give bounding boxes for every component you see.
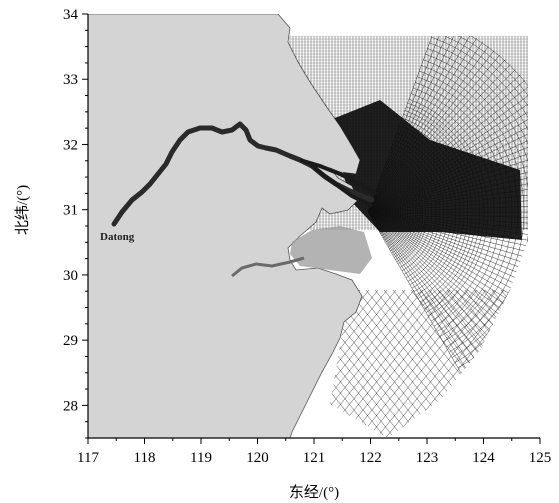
mesh-arc bbox=[421, 65, 525, 348]
bay-mesh bbox=[290, 226, 372, 274]
y-axis-ticks: 28 29 30 31 32 33 34 bbox=[63, 7, 88, 439]
mesh-line bbox=[464, 289, 528, 438]
mesh-line bbox=[546, 290, 559, 440]
mesh-line bbox=[338, 289, 460, 438]
x-tick-label: 117 bbox=[77, 450, 99, 466]
place-label-datong: Datong bbox=[100, 231, 135, 243]
mesh-line bbox=[500, 289, 528, 438]
mesh-line bbox=[367, 211, 506, 365]
mesh-line bbox=[555, 290, 559, 440]
mesh-line bbox=[383, 289, 505, 438]
y-tick-label: 32 bbox=[63, 137, 78, 153]
mesh-line bbox=[500, 289, 528, 438]
mesh-line bbox=[419, 289, 528, 438]
land-mass bbox=[88, 14, 363, 438]
mesh-line bbox=[527, 289, 528, 438]
y-tick-label: 29 bbox=[63, 333, 78, 349]
x-axis-ticks: 117 118 119 120 121 122 123 124 125 bbox=[77, 438, 551, 466]
mesh-line bbox=[374, 289, 496, 438]
mesh-line bbox=[537, 290, 559, 440]
mesh-line bbox=[367, 211, 477, 386]
mesh-line bbox=[518, 289, 528, 438]
mesh-line bbox=[367, 211, 511, 360]
mesh-line bbox=[518, 289, 528, 438]
y-tick-label: 28 bbox=[63, 398, 78, 414]
y-tick-label: 33 bbox=[63, 72, 78, 88]
x-tick-label: 121 bbox=[303, 450, 326, 466]
mesh-line bbox=[546, 290, 559, 440]
x-tick-label: 124 bbox=[472, 450, 495, 466]
x-tick-label: 118 bbox=[134, 450, 156, 466]
mesh-line bbox=[392, 289, 514, 438]
qiantang-river bbox=[231, 256, 305, 278]
mesh-line bbox=[491, 289, 528, 438]
x-tick-label: 125 bbox=[529, 450, 552, 466]
yangtze-estuary bbox=[299, 158, 378, 208]
mesh-line bbox=[365, 289, 487, 438]
mesh-line bbox=[482, 289, 528, 438]
x-tick-label: 119 bbox=[190, 450, 212, 466]
y-tick-label: 30 bbox=[63, 268, 78, 284]
mesh-line bbox=[356, 289, 478, 438]
mesh-line bbox=[367, 211, 471, 390]
mesh-line bbox=[347, 289, 469, 438]
mesh-line bbox=[509, 289, 528, 438]
mesh-line bbox=[367, 211, 500, 370]
mesh-line bbox=[537, 290, 559, 440]
mesh-line bbox=[437, 289, 528, 438]
x-tick-label: 122 bbox=[359, 450, 382, 466]
mesh-line bbox=[473, 289, 528, 438]
mesh-line bbox=[491, 289, 528, 438]
mesh-line bbox=[482, 289, 528, 438]
mesh-line bbox=[509, 289, 528, 438]
mesh-line bbox=[329, 289, 451, 438]
x-axis-title: 东经/(°) bbox=[289, 484, 339, 501]
mesh-line bbox=[428, 289, 528, 438]
y-tick-label: 31 bbox=[63, 203, 78, 219]
mesh-line bbox=[527, 289, 528, 438]
x-tick-label: 123 bbox=[416, 450, 439, 466]
x-tick-label: 120 bbox=[246, 450, 269, 466]
mesh-line bbox=[464, 289, 528, 438]
y-tick-label: 34 bbox=[63, 7, 79, 23]
y-axis-title: 北纬/(°) bbox=[14, 185, 31, 235]
mesh-line bbox=[555, 290, 559, 440]
mesh-line bbox=[473, 289, 528, 438]
